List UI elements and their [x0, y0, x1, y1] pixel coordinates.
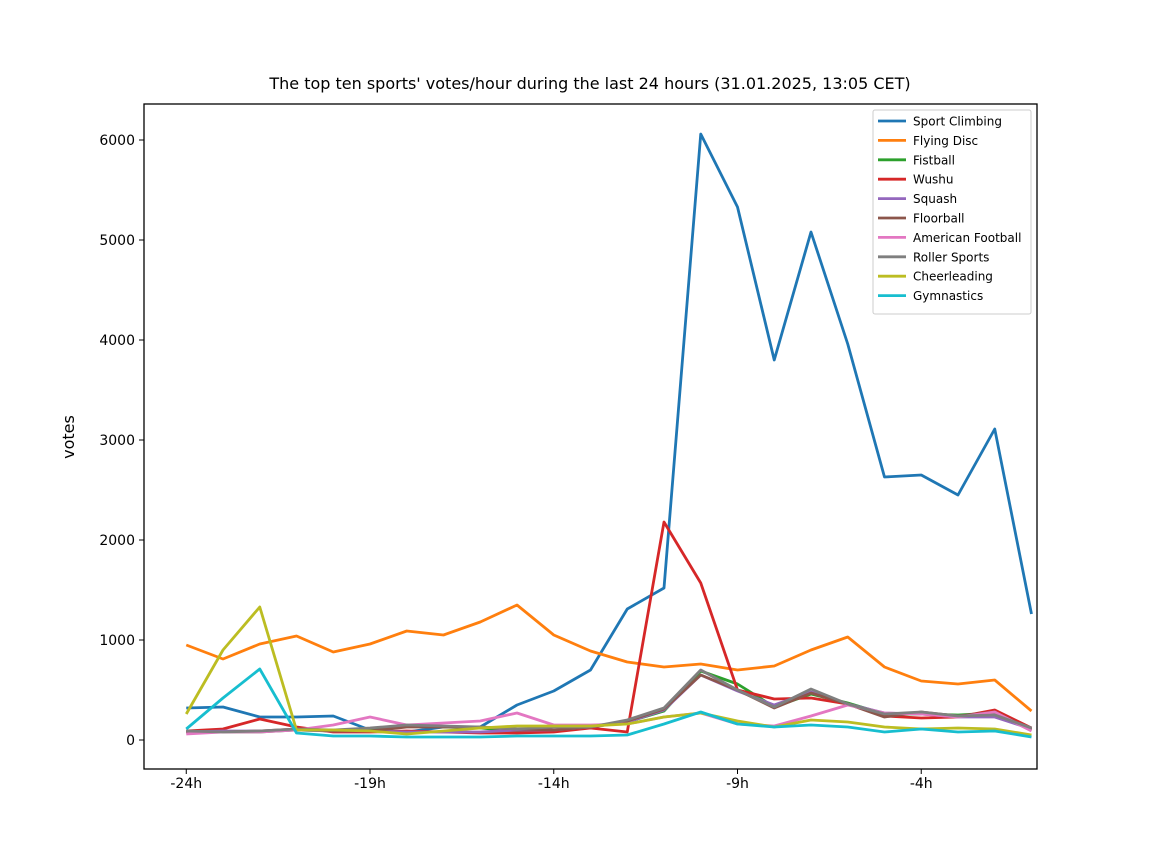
- x-tick-label: -4h: [910, 776, 933, 792]
- series-line-sport-climbing: [186, 132, 1033, 734]
- y-tick-label: 0: [126, 733, 135, 749]
- x-tick-label: -9h: [726, 776, 749, 792]
- series-line-gymnastics: [185, 667, 1032, 739]
- x-axis-ticks: -24h -19h -14h -9h -4h: [170, 769, 933, 792]
- legend-label-floorball: Floorball: [913, 212, 965, 226]
- y-axis-label: votes: [59, 415, 78, 459]
- legend-label-sport-climbing: Sport Climbing: [913, 115, 1002, 129]
- y-tick-label: 4000: [99, 333, 135, 349]
- y-tick-label: 1000: [99, 633, 135, 649]
- y-tick-label: 6000: [99, 133, 135, 149]
- legend-label-flying-disc: Flying Disc: [913, 134, 978, 148]
- legend-label-gymnastics: Gymnastics: [913, 289, 983, 303]
- x-tick-label: -24h: [170, 776, 202, 792]
- chart-title: The top ten sports' votes/hour during th…: [268, 74, 910, 93]
- legend-label-cheerleading: Cheerleading: [913, 270, 993, 284]
- y-tick-label: 2000: [99, 533, 135, 549]
- legend-label-fistball: Fistball: [913, 153, 955, 167]
- legend-label-squash: Squash: [913, 192, 957, 206]
- series-line-cheerleading: [185, 605, 1032, 737]
- plot-frame: [143, 103, 1038, 770]
- y-axis-ticks: 0 1000 2000 3000 4000 5000 6000: [99, 133, 144, 749]
- legend-label-wushu: Wushu: [913, 173, 954, 187]
- x-tick-label: -14h: [538, 776, 570, 792]
- legend-label-american-football: American Football: [913, 231, 1021, 245]
- series-lines: [185, 132, 1033, 739]
- y-tick-label: 3000: [99, 433, 135, 449]
- series-line-flying-disc: [185, 603, 1033, 713]
- x-tick-label: -19h: [354, 776, 386, 792]
- legend-label-roller-sports: Roller Sports: [913, 250, 989, 264]
- y-tick-label: 5000: [99, 233, 135, 249]
- legend-box: [872, 109, 1032, 315]
- legend: Sport Climbing Flying Disc Fistball Wushu Sq…: [872, 109, 1032, 315]
